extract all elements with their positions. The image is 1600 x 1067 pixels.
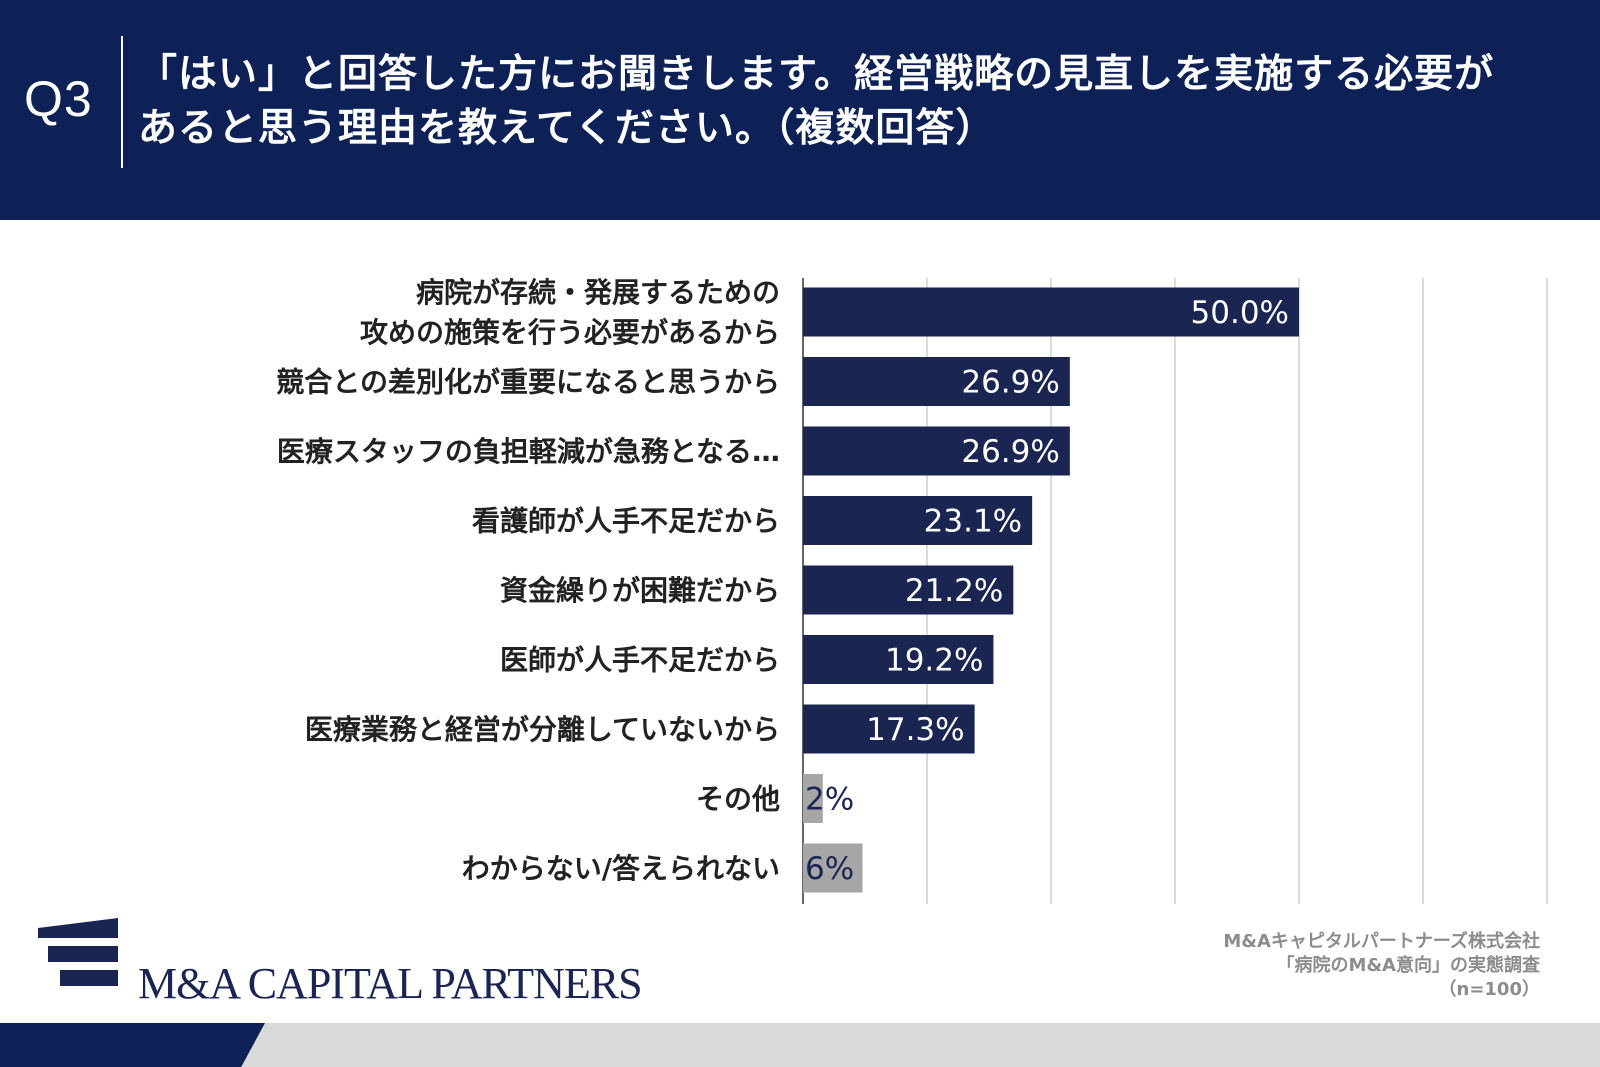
category-label: 攻めの施策を行う必要があるから (360, 316, 780, 349)
header-divider (121, 36, 123, 168)
source-sample-size: （n=100） (1438, 979, 1540, 1000)
category-label: 医療業務と経営が分離していないから (305, 713, 780, 746)
question-line-2: あると思う理由を教えてください。（複数回答） (138, 106, 996, 151)
source-company: M&Aキャピタルパートナーズ株式会社 (1223, 931, 1540, 952)
company-logo (38, 918, 638, 1000)
category-label: 医師が人手不足だから (500, 644, 780, 677)
bar (803, 843, 863, 893)
data-label: 19.2% (885, 643, 983, 679)
bar (803, 357, 1070, 406)
question-number: Q3 (24, 71, 93, 127)
category-label: 資金繰りが困難だから (500, 574, 780, 607)
category-label: 看護師が人手不足だから (472, 505, 780, 538)
source-survey: 「病院のM&A意向」の実態調査 (1276, 955, 1540, 976)
data-label: 2% (805, 782, 854, 818)
category-label: 競合との差別化が重要になると思うから (276, 366, 780, 399)
category-label: その他 (696, 783, 780, 816)
bar (803, 635, 994, 684)
footer-accent (0, 1023, 265, 1067)
source-note: M&Aキャピタルパートナーズ株式会社 「病院のM&A意向」の実態調査 （n=10… (1223, 930, 1540, 1002)
question-text: 「はい」と回答した方にお聞きします。経営戦略の見直しを実施する必要が あると思う… (138, 48, 1578, 156)
data-label: 26.9% (961, 434, 1059, 470)
data-label: 50.0% (1191, 295, 1289, 331)
data-label: 17.3% (866, 712, 964, 748)
question-line-1: 「はい」と回答した方にお聞きします。経営戦略の見直しを実施する必要が (138, 52, 1495, 97)
category-label: 医療スタッフの負担軽減が急務となる… (277, 435, 780, 468)
bar (803, 704, 975, 754)
data-label: 23.1% (924, 504, 1022, 540)
data-label: 21.2% (905, 573, 1003, 609)
logo-wordmark: M&A CAPITAL PARTNERS (138, 959, 643, 1008)
logo-mark-icon (38, 918, 118, 986)
bar (803, 287, 1299, 337)
bar (803, 496, 1033, 545)
category-label: わからない/答えられない (462, 852, 780, 885)
data-label: 26.9% (961, 365, 1059, 401)
data-label: 6% (805, 851, 854, 887)
bar (803, 426, 1070, 476)
question-header: Q3 「はい」と回答した方にお聞きします。経営戦略の見直しを実施する必要が ある… (0, 0, 1600, 220)
bar (803, 774, 823, 823)
bar (803, 565, 1014, 615)
footer-band (0, 1023, 1600, 1067)
category-label: 病院が存続・発展するための (416, 276, 780, 309)
